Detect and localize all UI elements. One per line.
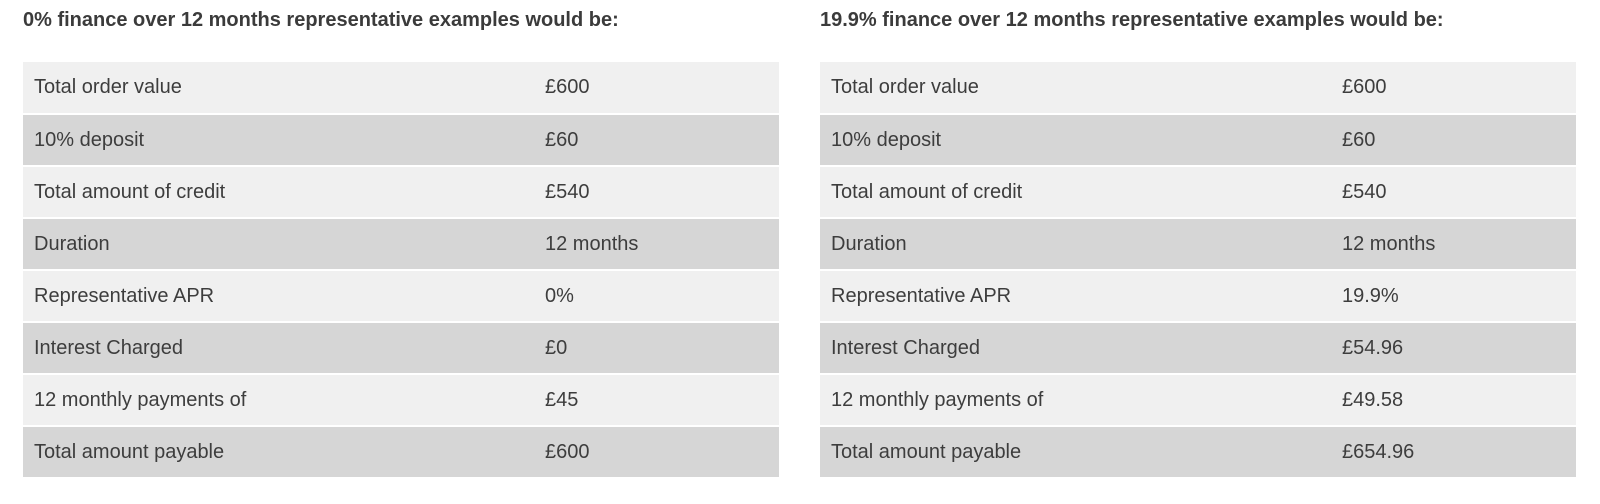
table-row-interest: Interest Charged £54.96 [820, 322, 1576, 375]
row-label: Total order value [820, 62, 1331, 115]
row-label: Duration [820, 218, 1331, 271]
row-label: Total amount of credit [23, 166, 534, 219]
row-value: £45 [534, 374, 779, 427]
row-label: Interest Charged [23, 322, 534, 375]
row-value: £60 [534, 114, 779, 167]
table-row-monthly-payments: 12 monthly payments of £45 [23, 374, 779, 427]
table-row-duration: Duration 12 months [820, 218, 1576, 271]
row-label: 12 monthly payments of [820, 374, 1331, 427]
row-value: £60 [1331, 114, 1576, 167]
table-row-apr: Representative APR 0% [23, 270, 779, 323]
nineteen-nine-percent-finance-panel: 19.9% finance over 12 months representat… [820, 0, 1576, 479]
table-row-monthly-payments: 12 monthly payments of £49.58 [820, 374, 1576, 427]
table-row-total-credit: Total amount of credit £540 [23, 166, 779, 219]
row-label: Total order value [23, 62, 534, 115]
table-row-deposit: 10% deposit £60 [23, 114, 779, 167]
row-value: £600 [1331, 62, 1576, 115]
row-label: Total amount payable [820, 426, 1331, 479]
table-row-total-payable: Total amount payable £600 [23, 426, 779, 479]
row-value: 12 months [1331, 218, 1576, 271]
row-label: 10% deposit [23, 114, 534, 167]
row-label: Representative APR [23, 270, 534, 323]
nineteen-nine-percent-finance-title: 19.9% finance over 12 months representat… [820, 9, 1444, 31]
row-value: £49.58 [1331, 374, 1576, 427]
row-value: £540 [1331, 166, 1576, 219]
row-value: £600 [534, 62, 779, 115]
nineteen-nine-percent-finance-table: Total order value £600 10% deposit £60 T… [820, 62, 1576, 479]
row-value: £54.96 [1331, 322, 1576, 375]
row-label: Total amount payable [23, 426, 534, 479]
zero-percent-finance-title: 0% finance over 12 months representative… [23, 9, 619, 31]
row-label: Duration [23, 218, 534, 271]
table-row-duration: Duration 12 months [23, 218, 779, 271]
zero-percent-finance-table: Total order value £600 10% deposit £60 T… [23, 62, 779, 479]
table-row-apr: Representative APR 19.9% [820, 270, 1576, 323]
row-value: £654.96 [1331, 426, 1576, 479]
table-row-interest: Interest Charged £0 [23, 322, 779, 375]
row-value: 12 months [534, 218, 779, 271]
row-value: 19.9% [1331, 270, 1576, 323]
row-label: 12 monthly payments of [23, 374, 534, 427]
table-row-total-order-value: Total order value £600 [23, 62, 779, 115]
row-label: Representative APR [820, 270, 1331, 323]
row-label: 10% deposit [820, 114, 1331, 167]
zero-percent-finance-panel: 0% finance over 12 months representative… [23, 0, 779, 479]
row-label: Interest Charged [820, 322, 1331, 375]
table-row-total-credit: Total amount of credit £540 [820, 166, 1576, 219]
row-value: £0 [534, 322, 779, 375]
table-row-deposit: 10% deposit £60 [820, 114, 1576, 167]
row-value: £540 [534, 166, 779, 219]
row-label: Total amount of credit [820, 166, 1331, 219]
table-row-total-payable: Total amount payable £654.96 [820, 426, 1576, 479]
table-row-total-order-value: Total order value £600 [820, 62, 1576, 115]
row-value: 0% [534, 270, 779, 323]
row-value: £600 [534, 426, 779, 479]
